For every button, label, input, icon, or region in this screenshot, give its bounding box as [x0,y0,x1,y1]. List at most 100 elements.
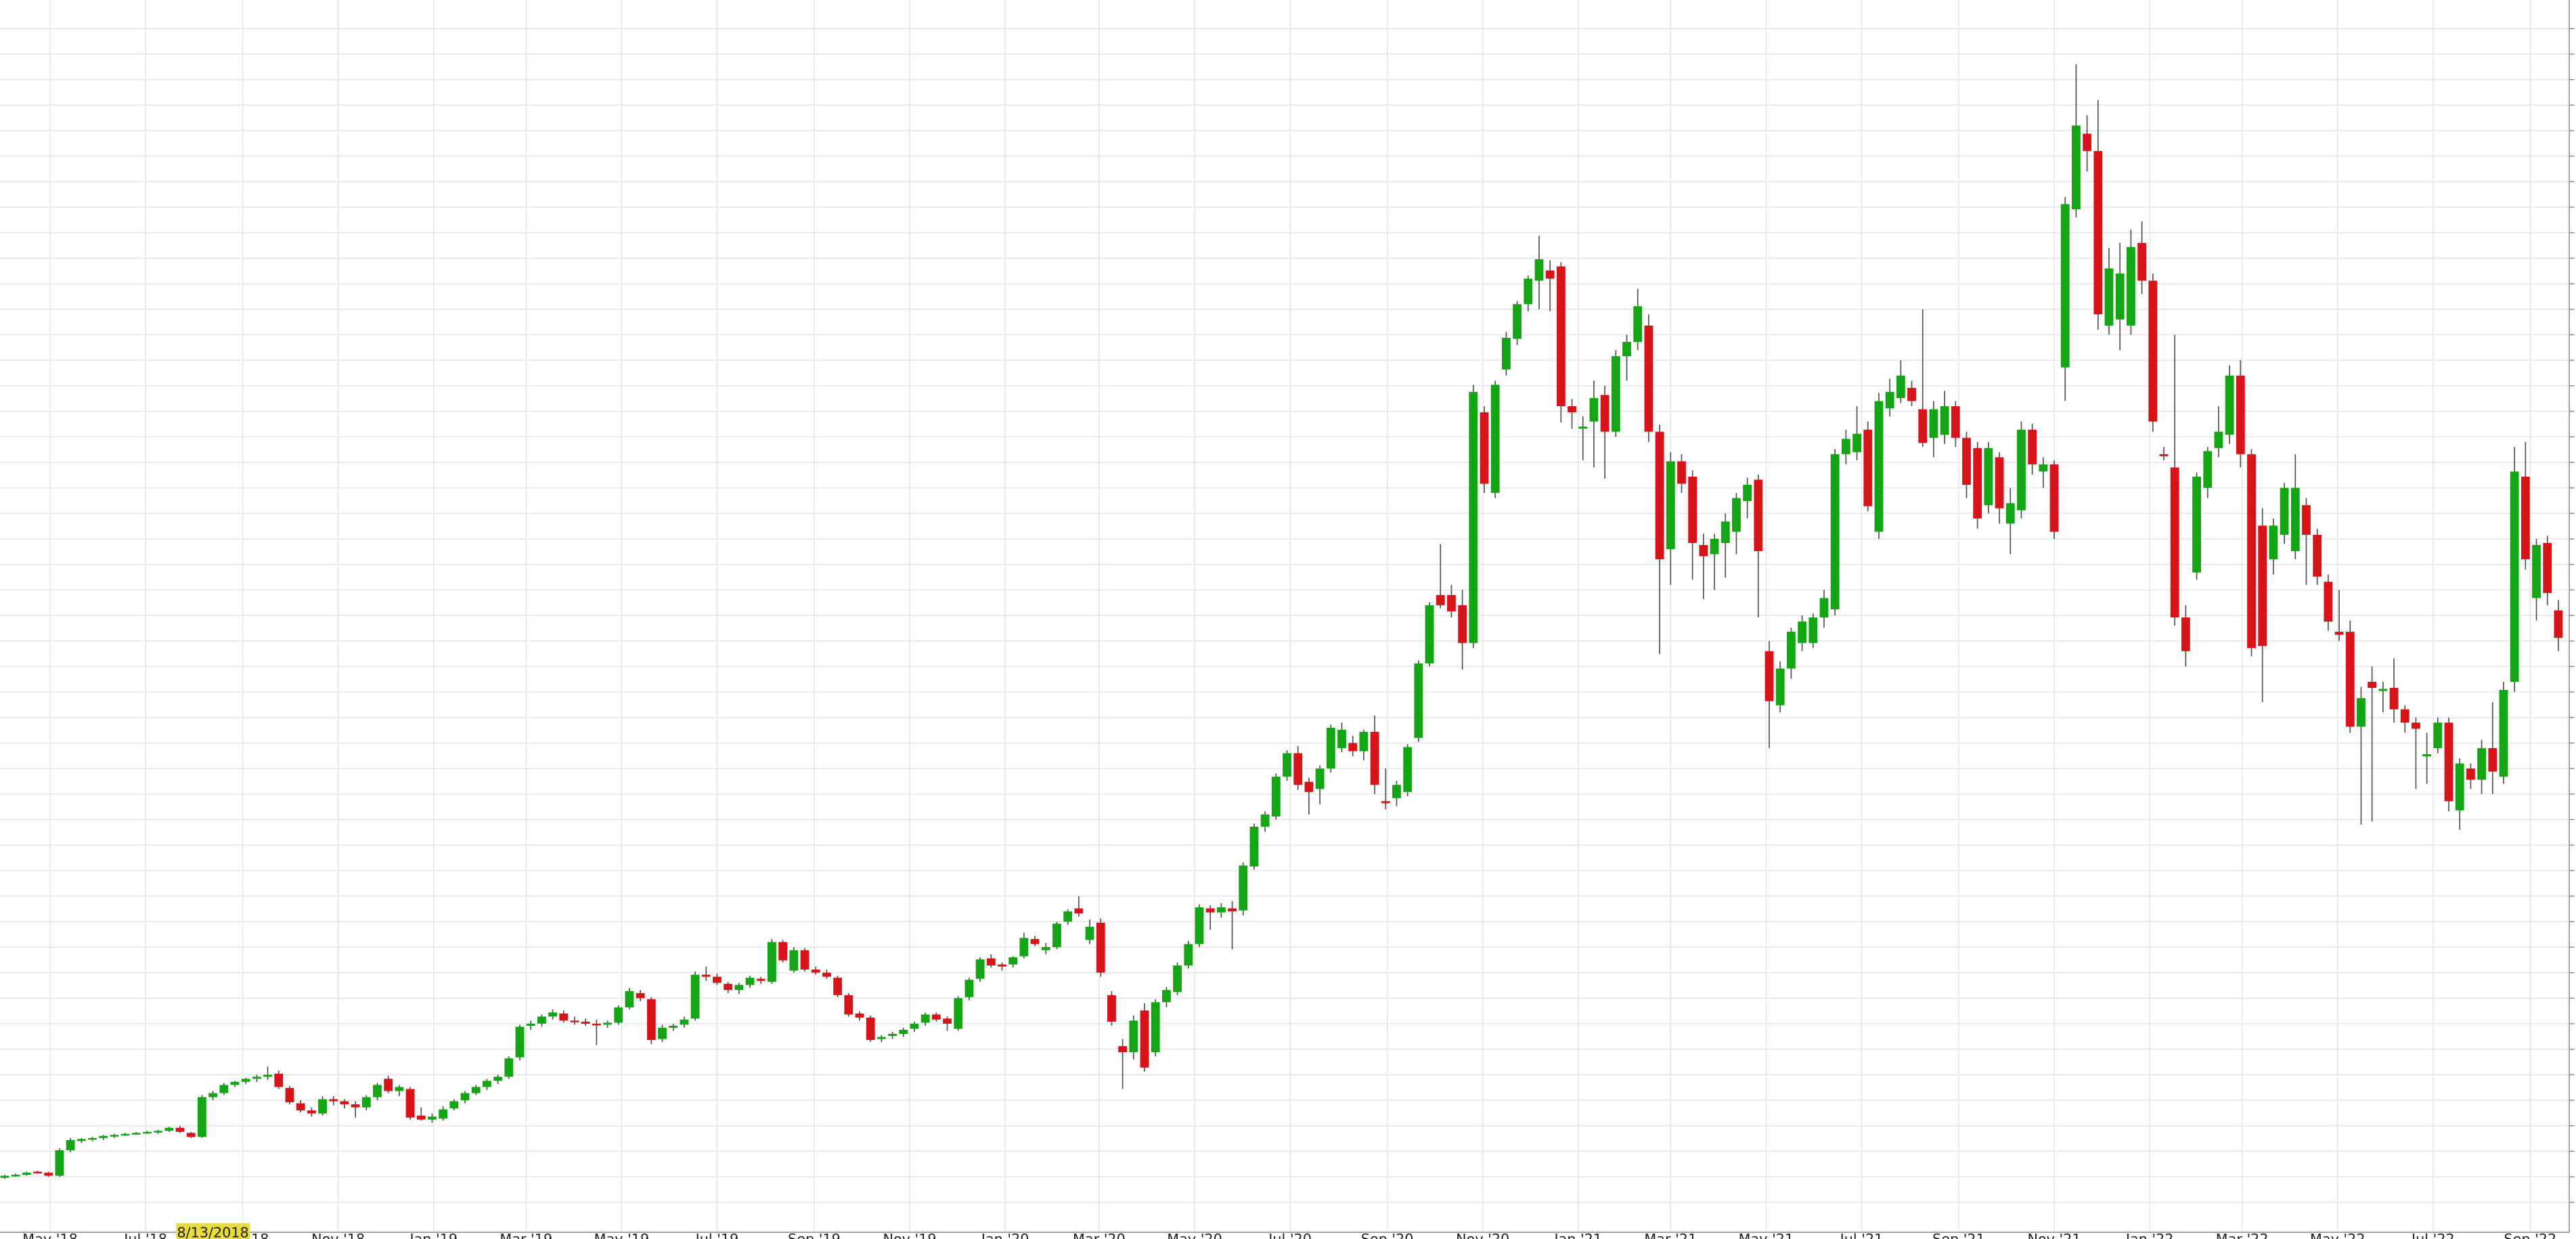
candle-body [1085,926,1094,940]
candle-body [1008,957,1018,965]
x-tick-label: Sep '21 [1932,1231,1985,1239]
candle-body [1271,777,1281,817]
candle-body [2137,242,2147,281]
candle-body [811,970,820,973]
candle-body [285,1087,294,1103]
candle-body [2017,429,2026,510]
candle-body [2039,464,2048,472]
candle-body [1425,605,1434,664]
candle-body [844,995,853,1015]
candle-body [1129,1020,1138,1053]
candle-body [329,1099,338,1102]
x-tick-label: Nov '18 [311,1231,365,1239]
candle-body [241,1079,250,1082]
candle-body [1096,922,1105,973]
candle-body [318,1099,327,1114]
candle-body [110,1135,119,1137]
candle-body [1819,598,1829,618]
candle-body [680,1019,689,1025]
candle-body [1568,406,1576,413]
candle-body [405,1089,415,1118]
candle-body [1184,944,1193,966]
candle-body [1447,594,1456,611]
candle-body [800,950,809,970]
x-tick-label: Jul '20 [1267,1231,1312,1239]
candle-body [1315,768,1325,789]
candle-body [1710,538,1719,555]
candle-body [2060,204,2070,368]
candle-body [756,978,765,981]
candle-body [493,1077,503,1081]
candle-body [274,1073,284,1087]
candle-body [2159,454,2169,456]
candle-body [66,1139,75,1150]
candle-body [614,1007,623,1023]
candle-body [2028,429,2037,464]
candle-body [1940,406,1949,435]
candle-body [1490,385,1500,494]
x-tick-label: Mar '19 [499,1231,552,1239]
candle-body [943,1018,952,1024]
candle-body [2378,689,2388,691]
candle-body [1228,908,1237,912]
candle-body [2499,690,2508,777]
candle-body [1326,727,1335,769]
candle-body [1852,433,1861,452]
candle-body [208,1093,218,1097]
candle-body [186,1133,196,1137]
candle-body [2400,709,2410,723]
candle-body [1808,617,1818,643]
candle-body [373,1085,382,1097]
candle-body [1403,747,1413,792]
candle-body [2093,151,2103,315]
candle-body [428,1116,437,1120]
x-tick-label: Jul '19 [694,1231,739,1239]
candle-body [646,999,656,1041]
candle-body [131,1133,141,1135]
candle-body [964,980,974,997]
candle-body [1973,448,1982,519]
candle-body [1359,731,1369,752]
candle-body [219,1085,229,1093]
candle-body [2225,375,2234,435]
candle-body [1633,306,1643,342]
candle-body [252,1077,261,1079]
candle-body [230,1081,240,1085]
candle-body [416,1115,426,1120]
candle-body [1896,375,1905,398]
candle-body [1929,409,1938,438]
candle-body [1677,461,1686,484]
candle-body [1249,827,1259,867]
x-tick-label: Mar '21 [1644,1231,1697,1239]
candle-body [1469,391,1478,643]
candle-body [0,1175,9,1178]
candle-body [1995,457,2004,508]
candle-body [88,1137,97,1140]
candle-body [2005,503,2015,524]
candle-body [33,1171,42,1174]
candle-body [44,1173,53,1176]
candle-body [361,1097,371,1108]
candle-body [2170,467,2179,618]
candle-body [2126,246,2135,326]
candle-body [1830,454,1840,609]
candle-body [1754,479,1763,552]
candle-body [2192,476,2201,573]
candle-body [1720,521,1730,543]
candle-body [1030,938,1040,944]
candle-body [1107,995,1116,1022]
candle-body [2290,487,2300,552]
candle-body [724,984,733,991]
candle-body [986,958,996,966]
candle-body [1786,632,1796,669]
candle-body [1436,594,1445,605]
candle-body [460,1093,470,1101]
candle-body [822,972,831,977]
candle-body [1524,278,1533,305]
candle-body [2357,698,2366,727]
candle-body [745,978,755,985]
candle-body [1699,544,1708,557]
candle-body [2258,525,2267,647]
